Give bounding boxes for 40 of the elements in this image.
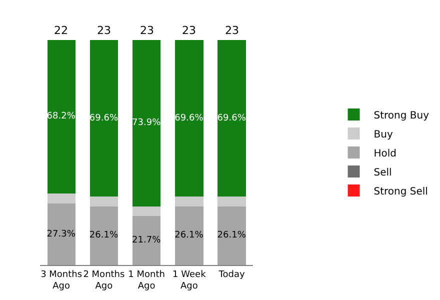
- data-label: 26.1%: [89, 230, 118, 241]
- data-label: 73.9%: [132, 118, 162, 128]
- data-label: 26.1%: [217, 230, 246, 241]
- data-label: 68.2%: [46, 112, 76, 122]
- annotation: 23: [182, 24, 196, 37]
- bar: [90, 206, 118, 265]
- bar: [218, 206, 246, 265]
- x-tick-label: 1 Week Ago: [172, 270, 207, 292]
- bar: [90, 40, 118, 197]
- bar: [132, 216, 161, 265]
- legend-label: Buy: [374, 129, 393, 140]
- x-tick-label: Today: [218, 270, 246, 280]
- annotation: 22: [54, 24, 68, 37]
- bar: [218, 40, 246, 197]
- bar: [175, 196, 204, 206]
- bar: [90, 196, 118, 206]
- data-label: 69.6%: [217, 113, 246, 124]
- legend-label: Sell: [374, 167, 392, 178]
- data-label: 26.1%: [174, 230, 204, 241]
- bar: [132, 40, 161, 206]
- data-label: 21.7%: [132, 236, 162, 246]
- bar: [47, 193, 76, 204]
- annotation: 23: [97, 24, 111, 37]
- annotation: 23: [225, 24, 239, 37]
- bar: [132, 206, 161, 216]
- legend-label: Hold: [374, 148, 397, 160]
- legend-label: Strong Buy: [374, 110, 430, 122]
- annotation: 23: [140, 24, 154, 37]
- x-tick-label: 1 Month Ago: [128, 270, 165, 292]
- x-tick-label: 3 Months Ago: [40, 270, 82, 292]
- data-label: 69.6%: [89, 113, 118, 124]
- bar: [47, 204, 76, 265]
- bar: [175, 40, 204, 197]
- data-label: 27.3%: [46, 229, 76, 240]
- bar: [218, 196, 246, 206]
- legend-label: Strong Sell: [374, 186, 428, 198]
- data-label: 69.6%: [174, 113, 204, 124]
- bar: [47, 40, 76, 194]
- x-tick-label: 2 Months Ago: [83, 270, 125, 292]
- bar: [175, 206, 204, 265]
